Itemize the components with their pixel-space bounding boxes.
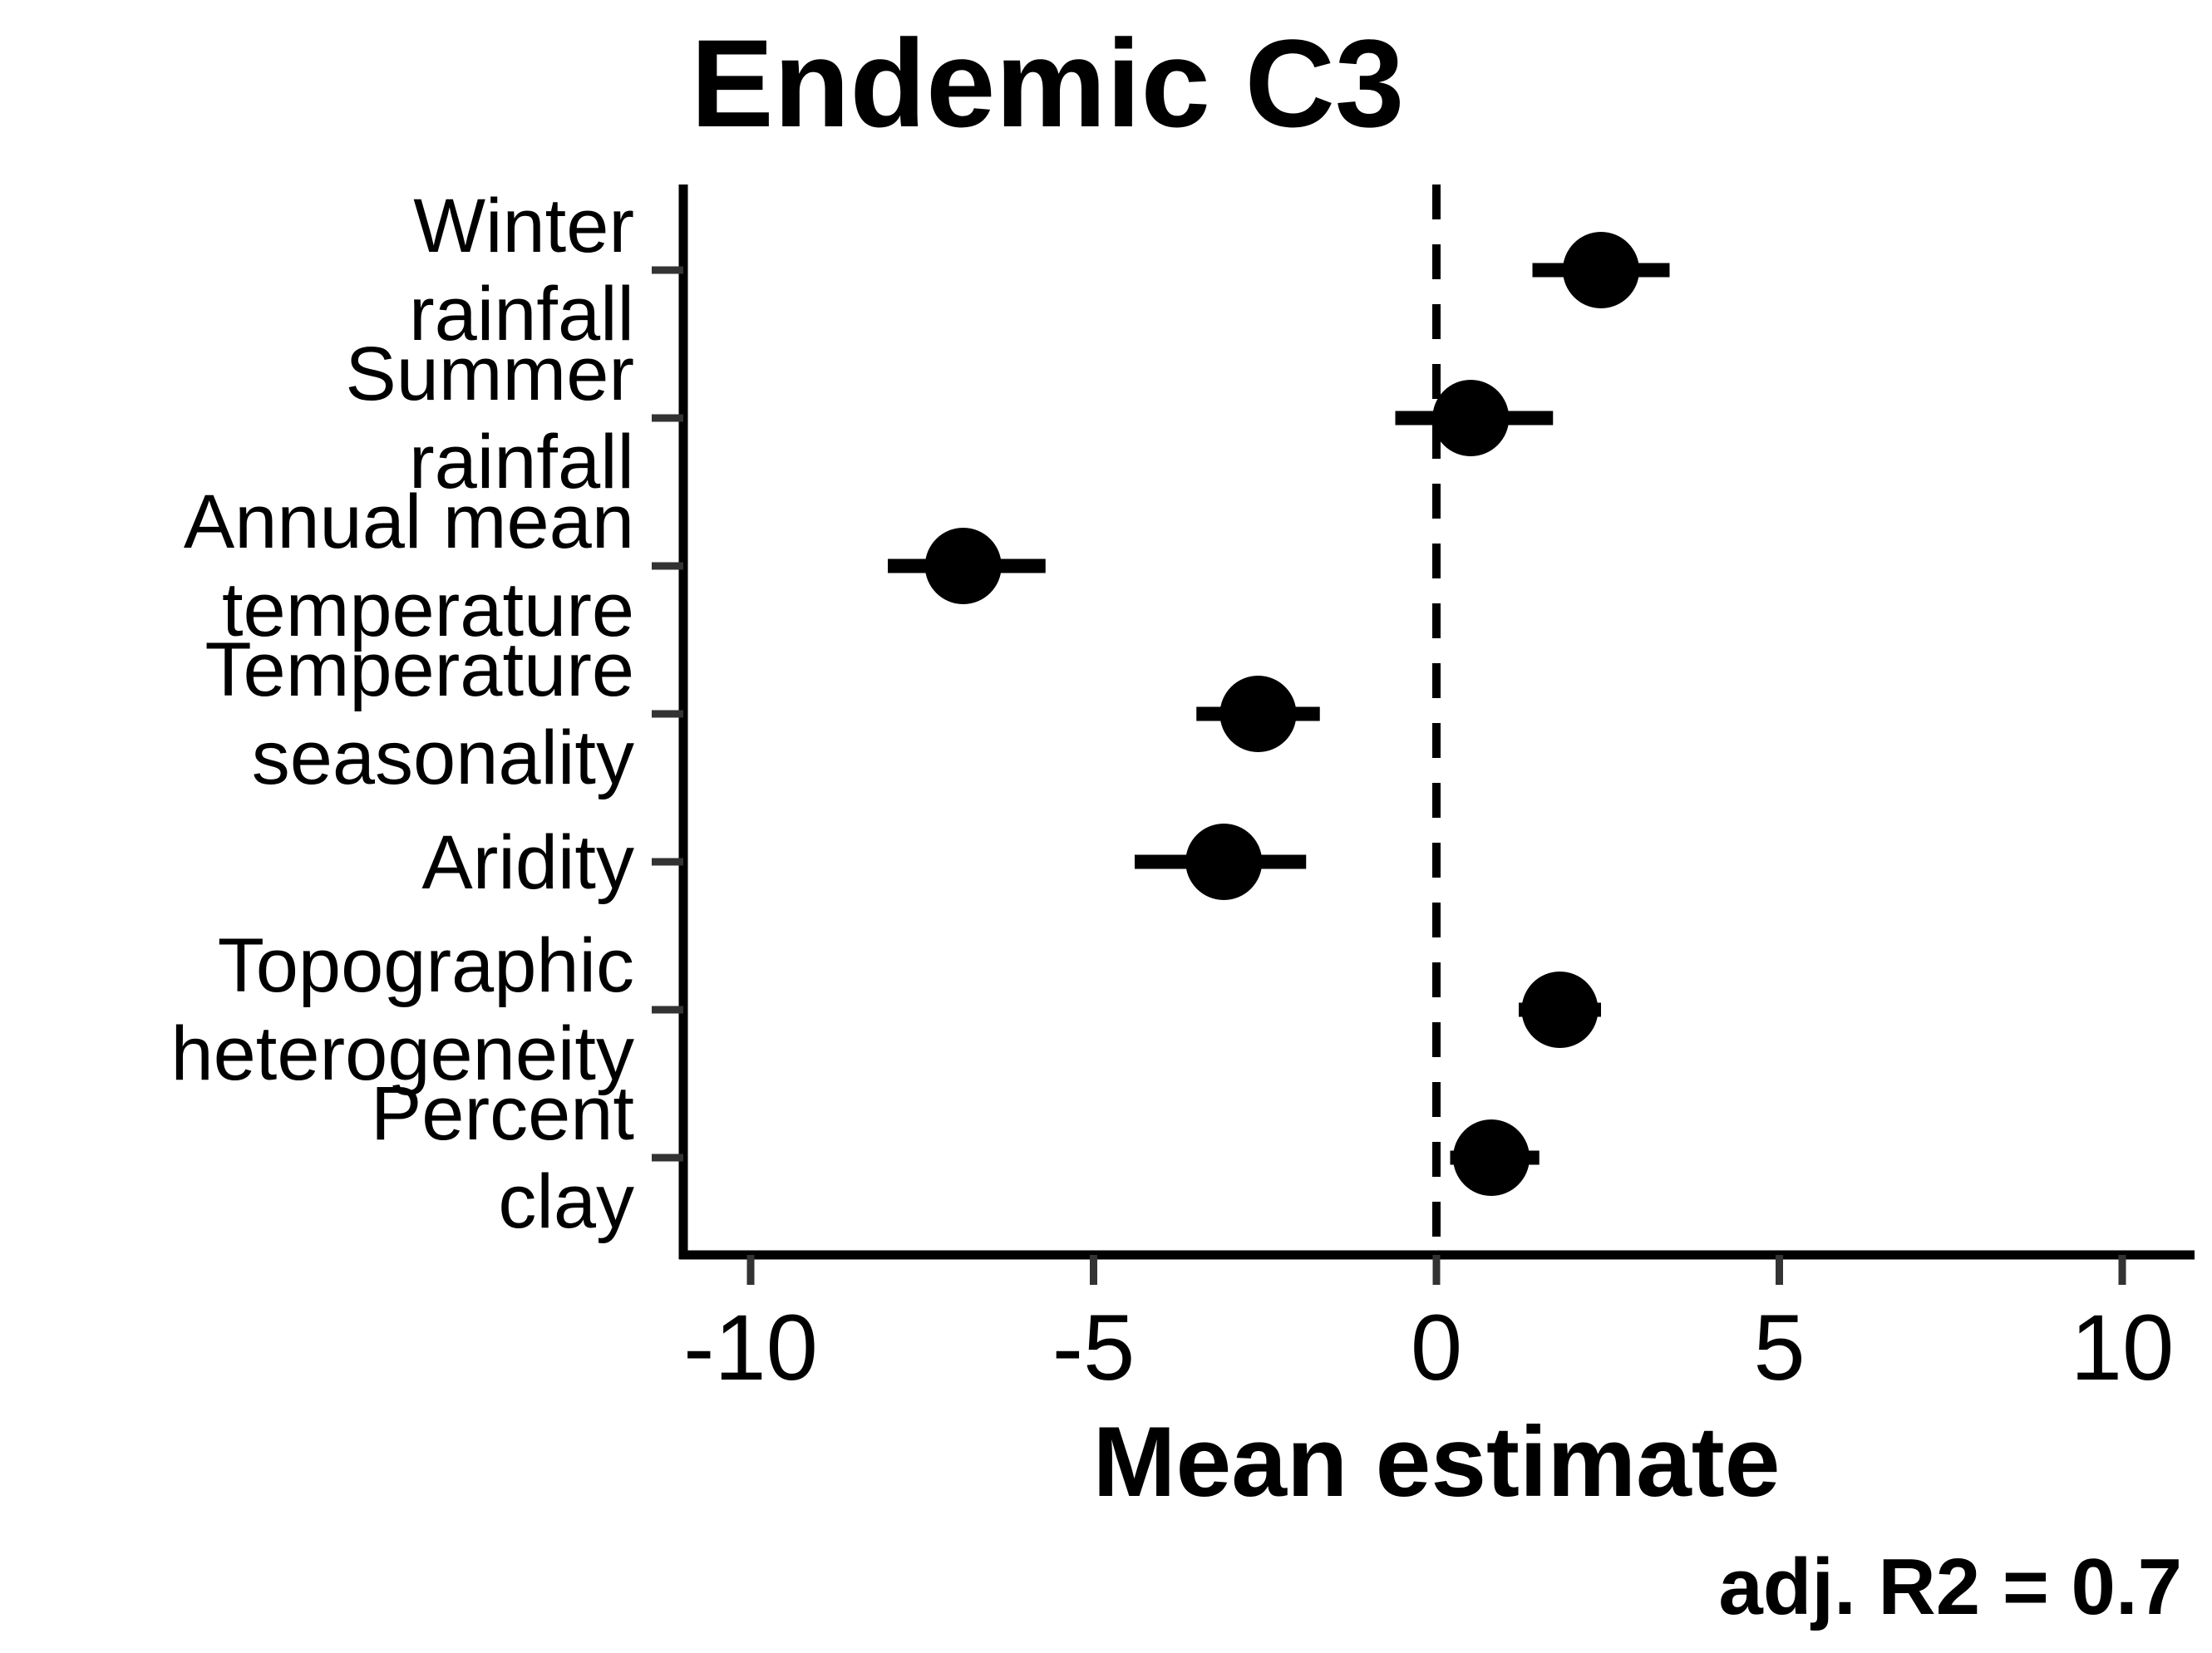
y-category-label: Temperature <box>205 627 634 712</box>
y-category-label: Aridity <box>421 820 634 905</box>
y-category-label: Annual mean <box>184 480 634 564</box>
estimate-point <box>924 528 1002 604</box>
y-category-label: Percent <box>371 1071 634 1156</box>
x-tick-label: -10 <box>683 1296 818 1400</box>
estimate-point <box>1453 1119 1530 1196</box>
y-category-label: Topographic <box>218 923 634 1008</box>
estimate-point <box>1432 380 1510 456</box>
y-category-label: temperature <box>222 568 634 652</box>
y-category-label: rainfall <box>409 272 634 357</box>
y-category-label: Summer <box>345 332 634 416</box>
plot-area: -10 -5 0 5 10WinterrainfallSummerrainfallAnn… <box>170 184 2195 1400</box>
x-axis-title: Mean estimate <box>1093 1406 1781 1518</box>
estimate-point <box>1563 232 1639 308</box>
y-category-label: seasonality <box>252 716 634 800</box>
x-tick-label: 10 <box>2071 1296 2175 1400</box>
x-tick-label: 0 <box>1411 1296 1462 1400</box>
y-category-label: clay <box>498 1159 634 1244</box>
r2-annotation: adj. R2 = 0.7 <box>1718 1542 2182 1631</box>
estimate-point <box>1185 824 1263 900</box>
x-tick-label: -5 <box>1052 1296 1136 1400</box>
y-category-label: Winter <box>413 184 634 268</box>
x-tick-label: 5 <box>1753 1296 1805 1400</box>
y-category-label: heterogeneity <box>170 1011 634 1096</box>
estimate-point <box>1521 972 1599 1048</box>
chart-title: Endemic C3 <box>691 13 1405 153</box>
estimate-point <box>1219 676 1297 752</box>
y-category-label: rainfall <box>409 420 634 504</box>
